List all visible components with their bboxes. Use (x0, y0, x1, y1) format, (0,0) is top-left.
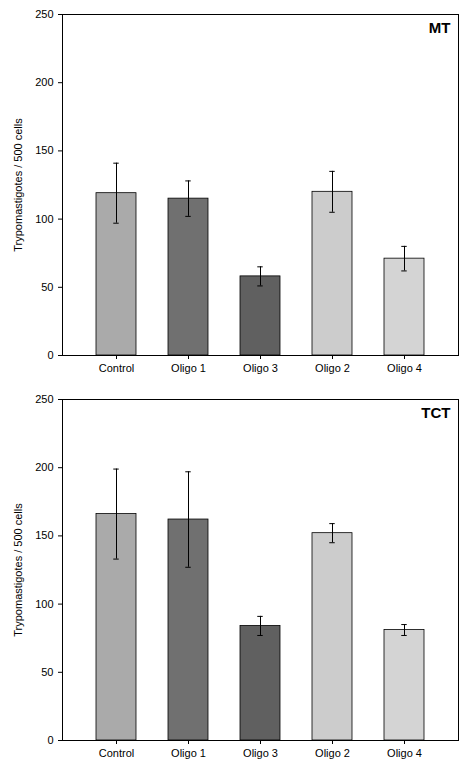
svg-text:Trypomastigotes / 500 cells: Trypomastigotes / 500 cells (12, 118, 24, 252)
svg-text:Trypomastigotes / 500 cells: Trypomastigotes / 500 cells (12, 503, 24, 637)
svg-text:Oligo 3: Oligo 3 (243, 362, 278, 374)
svg-text:50: 50 (41, 666, 53, 678)
svg-text:250: 250 (35, 393, 53, 405)
svg-text:Oligo 3: Oligo 3 (243, 747, 278, 759)
svg-text:Control: Control (99, 362, 134, 374)
svg-text:Oligo 4: Oligo 4 (387, 747, 422, 759)
svg-text:100: 100 (35, 598, 53, 610)
svg-text:Oligo 1: Oligo 1 (171, 747, 206, 759)
svg-text:Oligo 2: Oligo 2 (315, 747, 350, 759)
svg-text:150: 150 (35, 144, 53, 156)
svg-text:MT: MT (429, 19, 451, 36)
svg-text:200: 200 (35, 461, 53, 473)
svg-text:TCT: TCT (421, 404, 450, 421)
svg-text:0: 0 (47, 349, 53, 361)
svg-text:200: 200 (35, 76, 53, 88)
svg-text:100: 100 (35, 213, 53, 225)
svg-text:250: 250 (35, 8, 53, 20)
svg-text:Control: Control (99, 747, 134, 759)
svg-text:50: 50 (41, 281, 53, 293)
svg-text:150: 150 (35, 529, 53, 541)
svg-text:Oligo 1: Oligo 1 (171, 362, 206, 374)
svg-text:0: 0 (47, 734, 53, 746)
svg-text:Oligo 4: Oligo 4 (387, 362, 422, 374)
svg-text:Oligo 2: Oligo 2 (315, 362, 350, 374)
